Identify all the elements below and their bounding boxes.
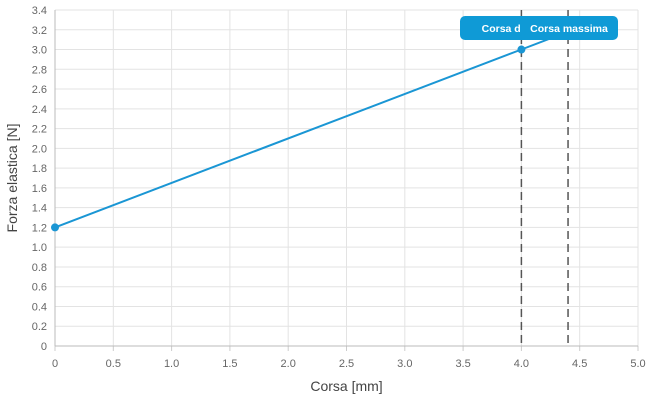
annotation-label: Corsa di e [482, 23, 533, 35]
y-tick-label: 1.6 [32, 183, 47, 195]
x-tick-label: 0.5 [106, 358, 121, 370]
reference-lines [520, 10, 569, 346]
annotation-label: Corsa massima [530, 23, 608, 35]
x-tick-label: 0 [52, 358, 58, 370]
y-tick-label: 2.8 [32, 64, 47, 76]
grid [54, 9, 639, 347]
x-tick-label: 1.5 [222, 358, 237, 370]
y-tick-label: 0.8 [32, 262, 47, 274]
y-tick-label: 0.6 [32, 282, 47, 294]
x-tick-label: 3.0 [397, 358, 412, 370]
x-tick-label: 1.0 [164, 358, 179, 370]
x-axis-title: Corsa [mm] [310, 378, 382, 394]
x-tick-label: 5.0 [630, 358, 645, 370]
series-line [54, 30, 569, 229]
y-tick-label: 0.2 [32, 321, 47, 333]
y-tick-label: 1.4 [32, 203, 47, 215]
x-tick-label: 3.5 [455, 358, 470, 370]
data-point [51, 223, 59, 232]
y-tick-label: 2.0 [32, 143, 47, 155]
axes: 0 0.2 0.4 0.6 0.8 1.0 1.2 1.4 1.6 1.8 2.0 2.2 2.4 2.6… [32, 5, 646, 370]
y-tick-label: 1.2 [32, 222, 47, 234]
y-tick-label: 2.6 [32, 84, 47, 96]
y-tick-label: 3.4 [32, 5, 47, 17]
x-tick-label: 4.0 [514, 358, 529, 370]
x-tick-label: 4.5 [572, 358, 587, 370]
y-tick-label: 3.0 [32, 45, 47, 57]
y-tick-label: 2.2 [32, 124, 47, 136]
x-tick-label: 2.5 [339, 358, 354, 370]
y-tick-label: 1.8 [32, 163, 47, 175]
y-tick-label: 0 [41, 341, 47, 353]
annotation-box [520, 16, 618, 40]
y-tick-label: 2.4 [32, 104, 47, 116]
series-layer [51, 30, 569, 232]
x-tick-label: 2.0 [281, 358, 296, 370]
y-tick-label: 0.4 [32, 301, 47, 313]
data-point [517, 45, 526, 54]
y-axis-title: Forza elastica [N] [4, 124, 20, 233]
y-tick-label: 1.0 [32, 242, 47, 254]
y-tick-label: 3.2 [32, 25, 47, 37]
